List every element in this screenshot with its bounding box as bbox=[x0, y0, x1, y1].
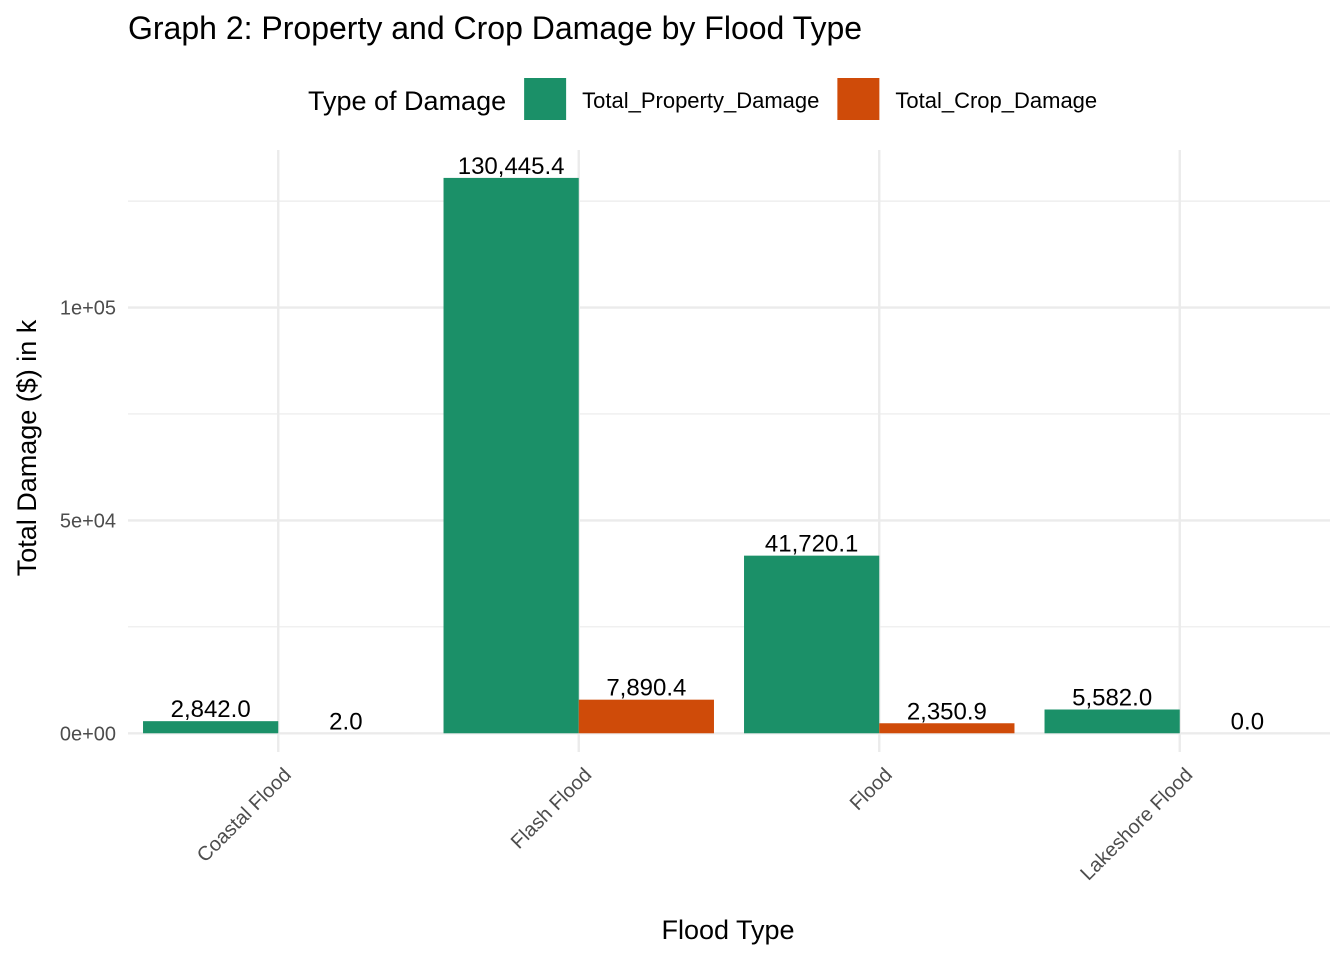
legend-key-total-property-damage bbox=[524, 78, 567, 120]
chart-title: Graph 2: Property and Crop Damage by Flo… bbox=[128, 10, 862, 46]
legend-label: Total_Property_Damage bbox=[582, 88, 819, 113]
legend: Type of Damage Total_Property_Damage Tota… bbox=[308, 78, 1097, 120]
data-label: 2,350.9 bbox=[907, 698, 987, 725]
x-axis-ticks: Coastal Flood Flash Flood Flood Lakeshore F… bbox=[193, 764, 1197, 885]
data-label: 7,890.4 bbox=[606, 675, 686, 702]
grid bbox=[128, 150, 1330, 752]
legend-label: Total_Crop_Damage bbox=[895, 88, 1097, 113]
y-axis-ticks: 0e+00 5e+04 1e+05 bbox=[60, 298, 116, 746]
legend-title: Type of Damage bbox=[308, 86, 506, 116]
data-label: 5,582.0 bbox=[1072, 685, 1152, 712]
y-tick-label: 5e+04 bbox=[60, 510, 116, 532]
bar-total-property-damage-coastal-flood bbox=[143, 721, 279, 734]
data-label: 41,720.1 bbox=[765, 531, 858, 558]
x-tick-label: Lakeshore Flood bbox=[1076, 764, 1197, 885]
y-axis-title: Total Damage ($) in k bbox=[12, 319, 42, 576]
bar-total-property-damage-flood bbox=[744, 555, 880, 734]
x-tick-label: Coastal Flood bbox=[193, 764, 296, 867]
data-label: 2,842.0 bbox=[171, 696, 251, 723]
bar-total-crop-damage-flash-flood bbox=[578, 699, 714, 734]
bar-total-crop-damage-flood bbox=[879, 723, 1015, 734]
bar-total-property-damage-lakeshore-flood bbox=[1044, 709, 1180, 734]
x-axis-title: Flood Type bbox=[661, 915, 794, 945]
y-tick-label: 1e+05 bbox=[60, 298, 116, 320]
data-label: 2.0 bbox=[329, 708, 362, 735]
legend-key-total-crop-damage bbox=[837, 78, 880, 120]
data-label: 0.0 bbox=[1231, 708, 1264, 735]
y-tick-label: 0e+00 bbox=[60, 723, 116, 745]
data-labels: 2,842.0 130,445.4 41,720.1 5,582.0 2.0 7,890.… bbox=[171, 153, 1264, 735]
data-label: 130,445.4 bbox=[458, 153, 565, 180]
x-tick-label: Flash Flood bbox=[507, 764, 596, 853]
bars bbox=[143, 177, 1180, 734]
x-tick-label: Flood bbox=[846, 764, 897, 815]
bar-total-property-damage-flash-flood bbox=[443, 177, 579, 734]
